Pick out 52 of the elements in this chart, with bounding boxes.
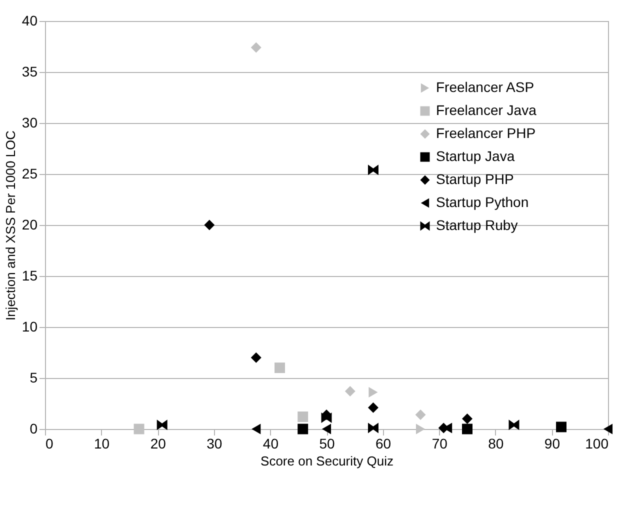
point (298, 412, 308, 422)
point (416, 424, 426, 434)
point (252, 424, 261, 434)
legend-label: Freelancer Java (436, 102, 537, 118)
y-tick-label: 10 (22, 318, 38, 334)
point (134, 424, 144, 434)
x-tick-label: 80 (488, 436, 504, 452)
point (250, 352, 262, 363)
x-tick-label: 40 (262, 436, 279, 452)
x-tick-label: 60 (376, 436, 392, 452)
y-tick-label: 35 (22, 64, 38, 80)
point (368, 422, 378, 434)
x-tick-label: 100 (585, 436, 609, 452)
point (321, 412, 332, 424)
y-tick-label: 0 (30, 420, 38, 436)
legend-label: Startup PHP (436, 171, 514, 187)
legend-label: Startup Ruby (436, 217, 518, 233)
point (368, 164, 378, 176)
point (462, 414, 472, 424)
legend-label: Startup Java (436, 148, 515, 164)
point (368, 402, 378, 413)
y-tick-label: 25 (22, 166, 38, 182)
x-tick-label: 20 (150, 436, 166, 452)
point (415, 409, 426, 420)
point (298, 424, 308, 434)
point (344, 386, 356, 397)
legend-label: Freelancer PHP (436, 125, 536, 141)
point (322, 424, 332, 434)
point (556, 422, 567, 432)
point (250, 42, 262, 53)
y-tick-label: 15 (22, 268, 38, 284)
point (462, 424, 472, 434)
y-tick-label: 5 (30, 370, 38, 386)
x-tick-label: 90 (544, 436, 560, 452)
legend-label: Freelancer ASP (436, 79, 534, 95)
point (368, 387, 378, 398)
legend-label: Startup Python (436, 194, 529, 210)
point (274, 362, 286, 374)
y-axis-title: Injection and XSS Per 1000 LOC (2, 130, 18, 321)
x-tick-label: 50 (319, 436, 335, 452)
point (603, 424, 613, 434)
x-tick-label: 0 (46, 436, 54, 452)
point (156, 420, 168, 430)
x-tick-label: 30 (206, 436, 222, 452)
point (204, 220, 215, 230)
x-tick-label: 10 (94, 436, 110, 452)
y-tick-label: 20 (22, 216, 38, 232)
x-tick-label: 70 (432, 436, 448, 452)
point (508, 420, 520, 430)
y-tick-label: 30 (22, 114, 38, 130)
y-tick-label: 40 (22, 12, 38, 28)
x-axis-title: Score on Security Quiz (260, 454, 394, 468)
